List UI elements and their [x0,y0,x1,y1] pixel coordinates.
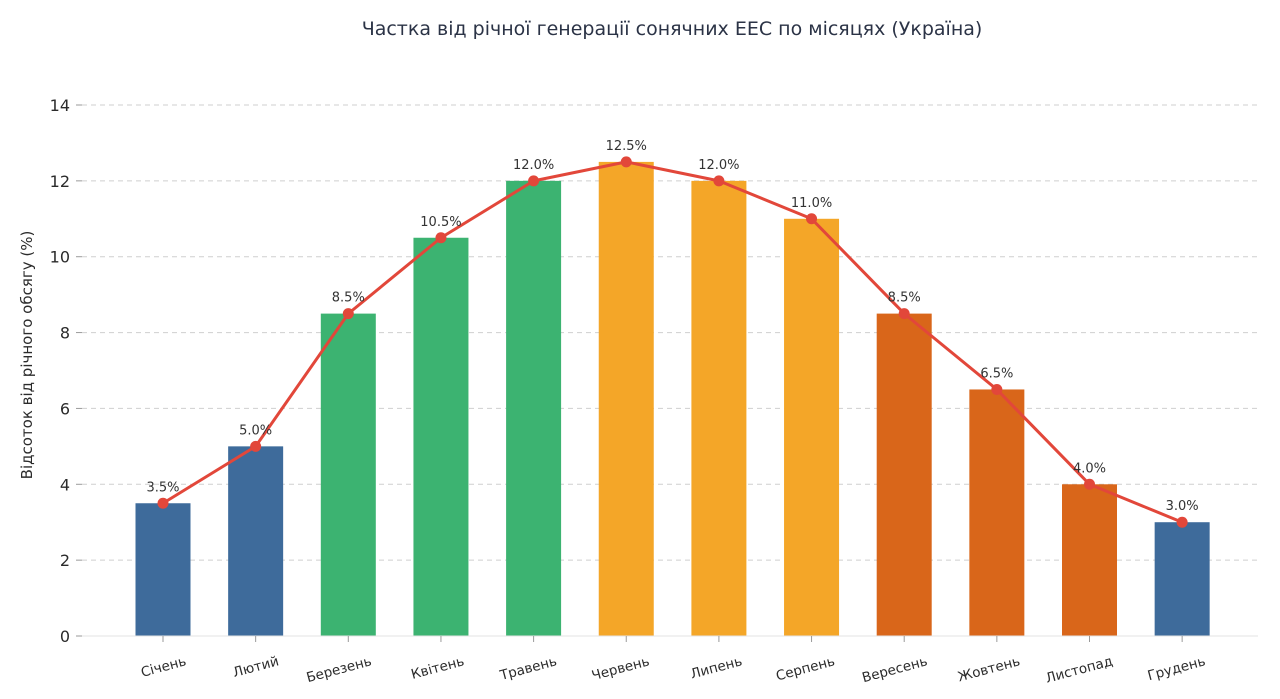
bar [506,180,562,636]
data-label: 3.5% [146,480,179,495]
x-tick-label: Листопад [1044,653,1115,686]
x-tick-label: Березень [305,653,374,686]
x-tick-label: Січень [139,653,188,680]
trend-point [250,440,262,452]
x-tick-label: Квітень [409,653,466,683]
line-layer [157,156,1188,528]
y-tick-label: 4 [60,475,70,494]
trend-point [898,308,910,320]
y-tick-label: 8 [60,324,70,343]
x-tick-label: Травень [497,653,558,684]
bar [969,389,1025,636]
trend-point [528,175,540,187]
bar [320,313,376,636]
data-label: 5.0% [239,423,272,438]
data-label: 3.0% [1166,499,1199,514]
data-label: 12.0% [513,158,554,173]
data-label: 6.5% [980,366,1013,381]
data-label: 12.5% [606,139,647,154]
label-layer: 3.5% 5.0% 8.5% 10.5% 12.0% 12.5% 12.0% 11.0% 8.5… [146,139,1198,514]
trend-point [713,175,725,187]
y-tick-label: 2 [60,551,70,570]
x-tick-label: Вересень [860,653,929,686]
trend-point [435,232,447,244]
y-axis-title: Відсоток від річного обсягу (%) [18,231,36,480]
y-tick-label: 14 [50,96,70,115]
bar [413,237,469,636]
x-tick-label: Червень [590,653,651,684]
trend-point [157,497,169,509]
trend-line [162,160,1183,524]
bar [1154,522,1210,636]
x-tick-label: Жовтень [956,653,1022,685]
data-label: 4.0% [1073,461,1106,476]
data-label: 10.5% [420,215,461,230]
data-label: 8.5% [888,291,921,306]
x-tick-label: Серпень [774,653,836,684]
data-label: 8.5% [332,291,365,306]
y-tick-label: 10 [50,248,70,267]
bar-layer [135,161,1210,637]
trend-point [991,383,1003,395]
bar [691,180,747,636]
bar [1062,484,1117,636]
trend-point [806,213,818,225]
y-tick-label: 0 [60,627,70,646]
bar [135,503,191,636]
x-tick-label: Грудень [1146,653,1207,684]
x-tick-label: Липень [689,653,744,682]
bar [598,161,654,636]
trend-point [1084,478,1095,490]
data-label: 11.0% [791,196,832,211]
data-label: 12.0% [698,158,739,173]
x-tick-label: Лютий [231,653,280,681]
trend-point [342,308,354,320]
bar [876,313,932,636]
y-tick-label: 6 [60,399,70,418]
bar [784,218,840,637]
y-tick-label: 12 [50,172,70,191]
grid-layer [82,104,1258,561]
bar [228,446,284,636]
chart-title: Частка від річної генерації сонячних ЕЕС… [362,18,983,40]
trend-point [620,156,632,168]
trend-point [1176,516,1188,528]
